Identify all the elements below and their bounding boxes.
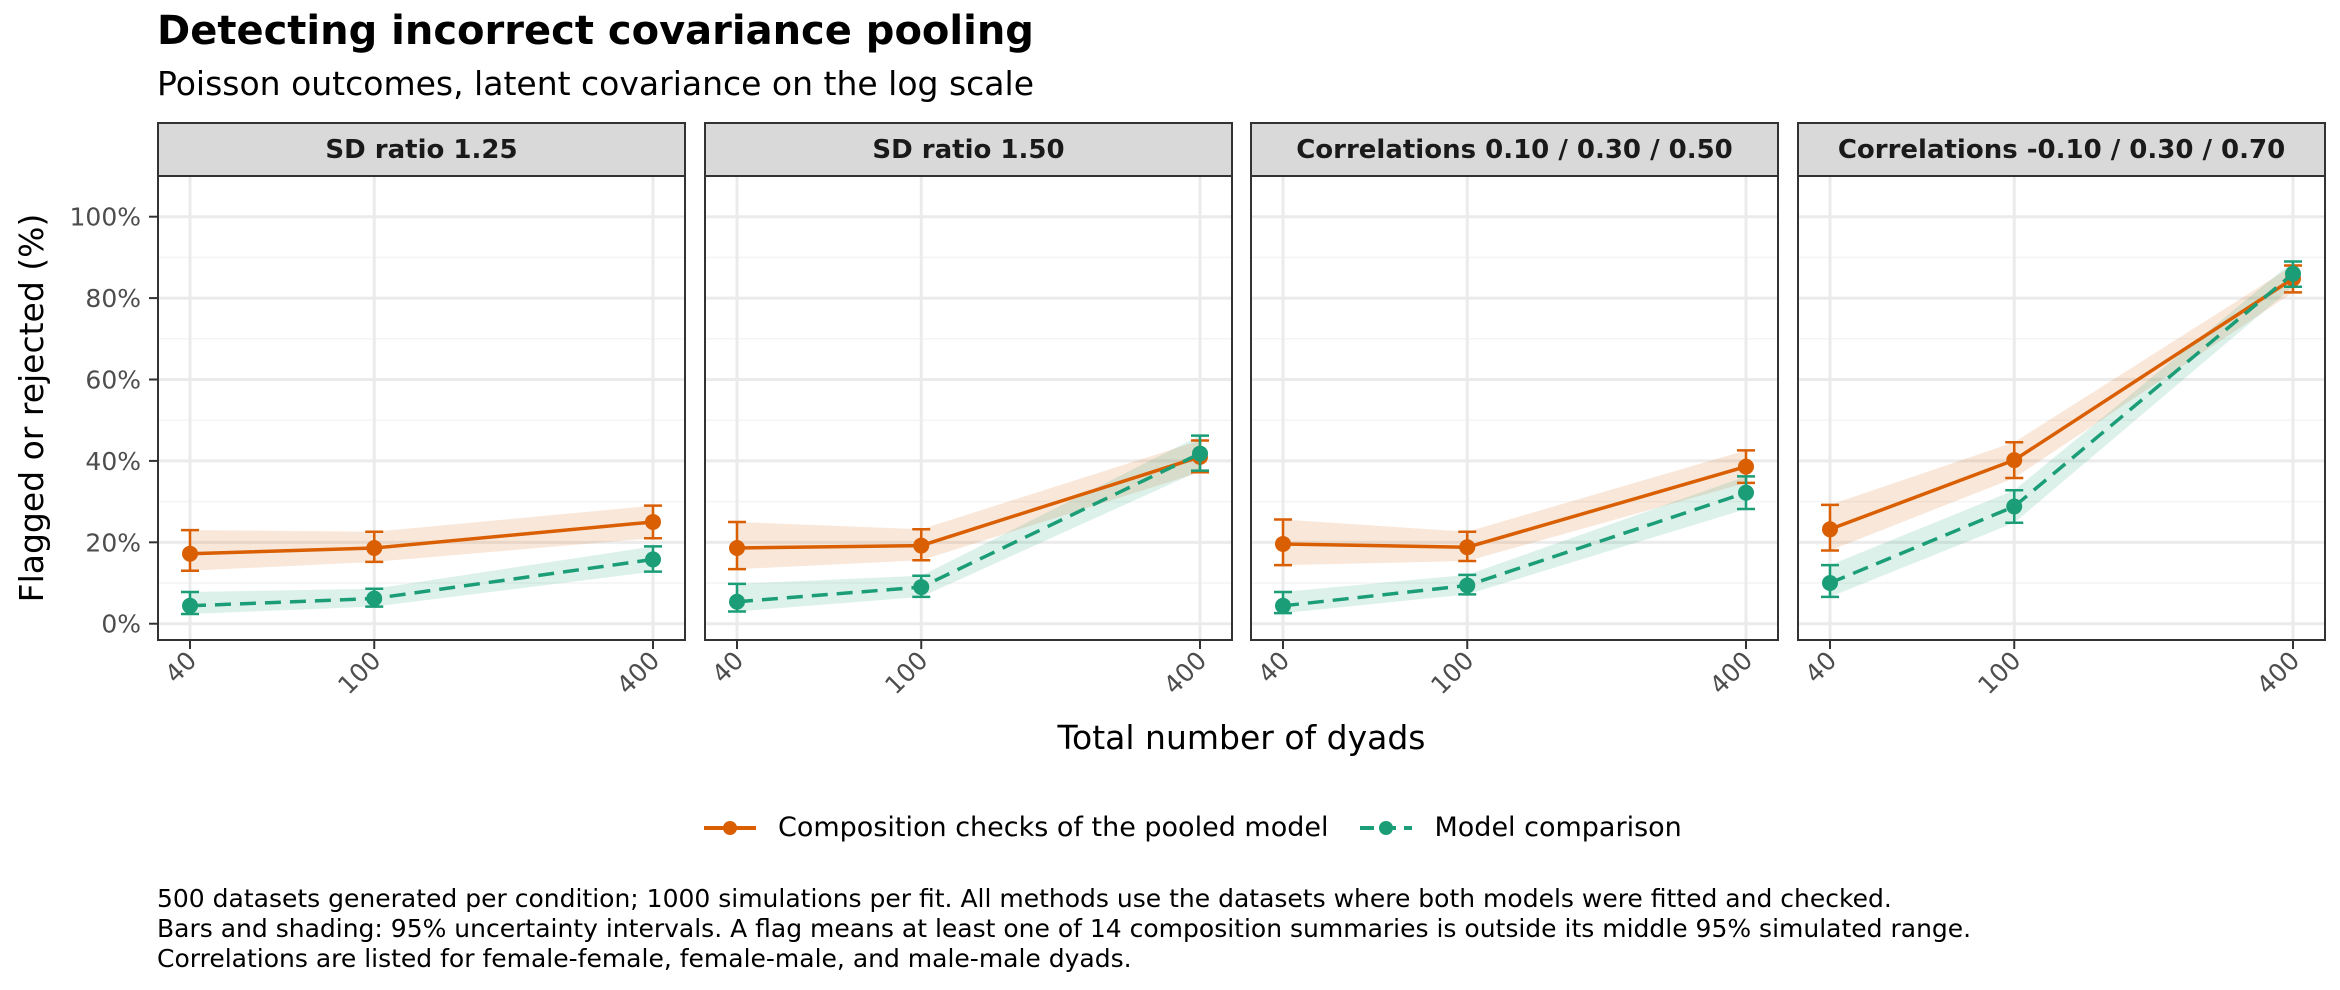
x-tick-label: 40 bbox=[1252, 646, 1295, 689]
x-tick-label: 100 bbox=[1972, 646, 2026, 700]
facet-panel: Correlations 0.10 / 0.30 / 0.50 40 100 400 bbox=[1250, 122, 1779, 700]
legend-key-point bbox=[723, 820, 737, 835]
caption-line: Bars and shading: 95% uncertainty interv… bbox=[157, 914, 1972, 943]
facet-strip bbox=[157, 122, 686, 177]
data-point bbox=[1738, 484, 1754, 501]
facet-strip-label: SD ratio 1.25 bbox=[325, 135, 517, 165]
legend-key-point bbox=[1379, 820, 1394, 835]
x-tick-label: 400 bbox=[611, 646, 665, 700]
uncertainty-ribbon bbox=[190, 546, 653, 614]
chart-title: Detecting incorrect covariance pooling bbox=[157, 8, 1034, 54]
y-axis-title: Flagged or rejected (%) bbox=[12, 214, 51, 603]
data-point bbox=[645, 513, 661, 530]
facet-strip-label: Correlations -0.10 / 0.30 / 0.70 bbox=[1838, 135, 2285, 165]
y-tick-label: 0% bbox=[101, 610, 141, 639]
x-tick-label: 100 bbox=[332, 646, 386, 700]
x-tick-label: 400 bbox=[1158, 646, 1212, 700]
x-tick-label: 40 bbox=[159, 646, 202, 689]
panel-border bbox=[704, 175, 1233, 641]
caption-line: 500 datasets generated per condition; 10… bbox=[157, 884, 1892, 913]
facet-strip bbox=[1797, 122, 2326, 177]
data-point bbox=[1192, 445, 1208, 462]
data-point bbox=[366, 590, 383, 607]
x-tick-label: 400 bbox=[2251, 646, 2305, 700]
uncertainty-ribbon bbox=[190, 505, 653, 571]
legend-item-composition: Composition checks of the pooled model bbox=[700, 812, 1328, 843]
facet-strip-label: SD ratio 1.50 bbox=[872, 135, 1064, 165]
x-tick-label: 100 bbox=[1425, 646, 1479, 700]
data-point bbox=[913, 537, 930, 554]
facet-strip-label: Correlations 0.10 / 0.30 / 0.50 bbox=[1296, 135, 1733, 165]
uncertainty-ribbon bbox=[737, 435, 1200, 612]
y-tick-label: 20% bbox=[85, 528, 141, 557]
uncertainty-ribbon bbox=[1283, 476, 1746, 614]
x-tick-label: 40 bbox=[706, 646, 749, 689]
data-point bbox=[1738, 458, 1754, 475]
data-point bbox=[2006, 452, 2023, 469]
facet-strip bbox=[704, 122, 1233, 177]
y-tick-label: 60% bbox=[85, 366, 141, 395]
legend-item-comparison: Model comparison bbox=[1356, 812, 1682, 843]
data-point bbox=[729, 540, 745, 557]
data-point bbox=[729, 593, 745, 610]
data-point bbox=[1275, 597, 1291, 614]
x-tick-label: 40 bbox=[1799, 646, 1842, 689]
panel-border bbox=[1250, 175, 1779, 641]
data-point bbox=[2006, 498, 2023, 515]
data-point bbox=[366, 540, 383, 557]
data-point bbox=[2285, 265, 2301, 282]
legend-key-comparison bbox=[1360, 820, 1413, 835]
data-point bbox=[182, 545, 198, 562]
x-tick-label: 400 bbox=[1704, 646, 1758, 700]
panel-border bbox=[1797, 175, 2326, 641]
uncertainty-ribbon bbox=[737, 440, 1200, 570]
x-axis-title: Total number of dyads bbox=[1057, 718, 1426, 757]
chart-subtitle: Poisson outcomes, latent covariance on t… bbox=[157, 64, 1034, 103]
data-point bbox=[1822, 521, 1838, 538]
uncertainty-ribbon bbox=[1283, 450, 1746, 566]
y-tick-label: 40% bbox=[85, 447, 141, 476]
data-point bbox=[1459, 539, 1476, 556]
caption: 500 datasets generated per condition; 10… bbox=[157, 884, 1971, 974]
legend-key-composition bbox=[704, 820, 756, 835]
panel-border bbox=[157, 175, 686, 641]
legend: Composition checks of the pooled model M… bbox=[700, 812, 1710, 843]
data-point bbox=[913, 579, 930, 596]
caption-line: Correlations are listed for female-femal… bbox=[157, 944, 1132, 973]
data-point bbox=[182, 597, 198, 614]
facet-panel: Correlations -0.10 / 0.30 / 0.70 40 100 400 bbox=[1797, 122, 2326, 700]
facet-strip bbox=[1250, 122, 1779, 177]
y-tick-label: 80% bbox=[85, 284, 141, 313]
data-point bbox=[1822, 575, 1838, 592]
legend-label-comparison: Model comparison bbox=[1434, 812, 1682, 843]
legend-label-composition: Composition checks of the pooled model bbox=[778, 812, 1329, 843]
facet-panel: SD ratio 1.25 40 100 400 bbox=[157, 122, 686, 700]
data-point bbox=[1275, 535, 1291, 552]
data-point bbox=[1459, 577, 1476, 594]
uncertainty-ribbon bbox=[1830, 265, 2293, 551]
data-point bbox=[645, 551, 661, 568]
facet-panel: SD ratio 1.50 40 100 400 bbox=[704, 122, 1233, 700]
x-tick-label: 100 bbox=[879, 646, 933, 700]
y-tick-label: 100% bbox=[70, 203, 141, 232]
